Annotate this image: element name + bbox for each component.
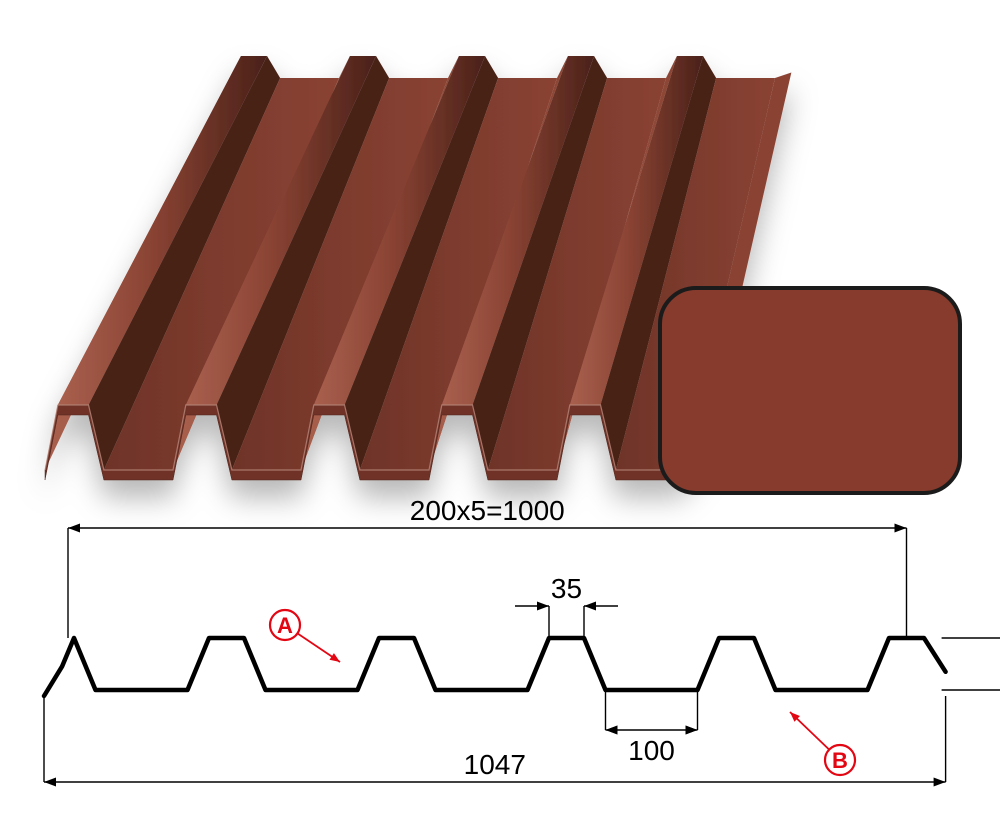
color-swatch	[660, 288, 960, 493]
profile-cross-section	[44, 638, 946, 696]
dimension-label: 200x5=1000	[410, 495, 565, 526]
dimension-label: 35	[551, 573, 582, 604]
callout-label: A	[277, 613, 293, 638]
technical-drawing: 200x5=100035100441047AB	[44, 495, 1000, 787]
callout-label: B	[832, 748, 848, 773]
dimension-label: 100	[628, 735, 675, 766]
dimension-label: 1047	[464, 749, 526, 780]
